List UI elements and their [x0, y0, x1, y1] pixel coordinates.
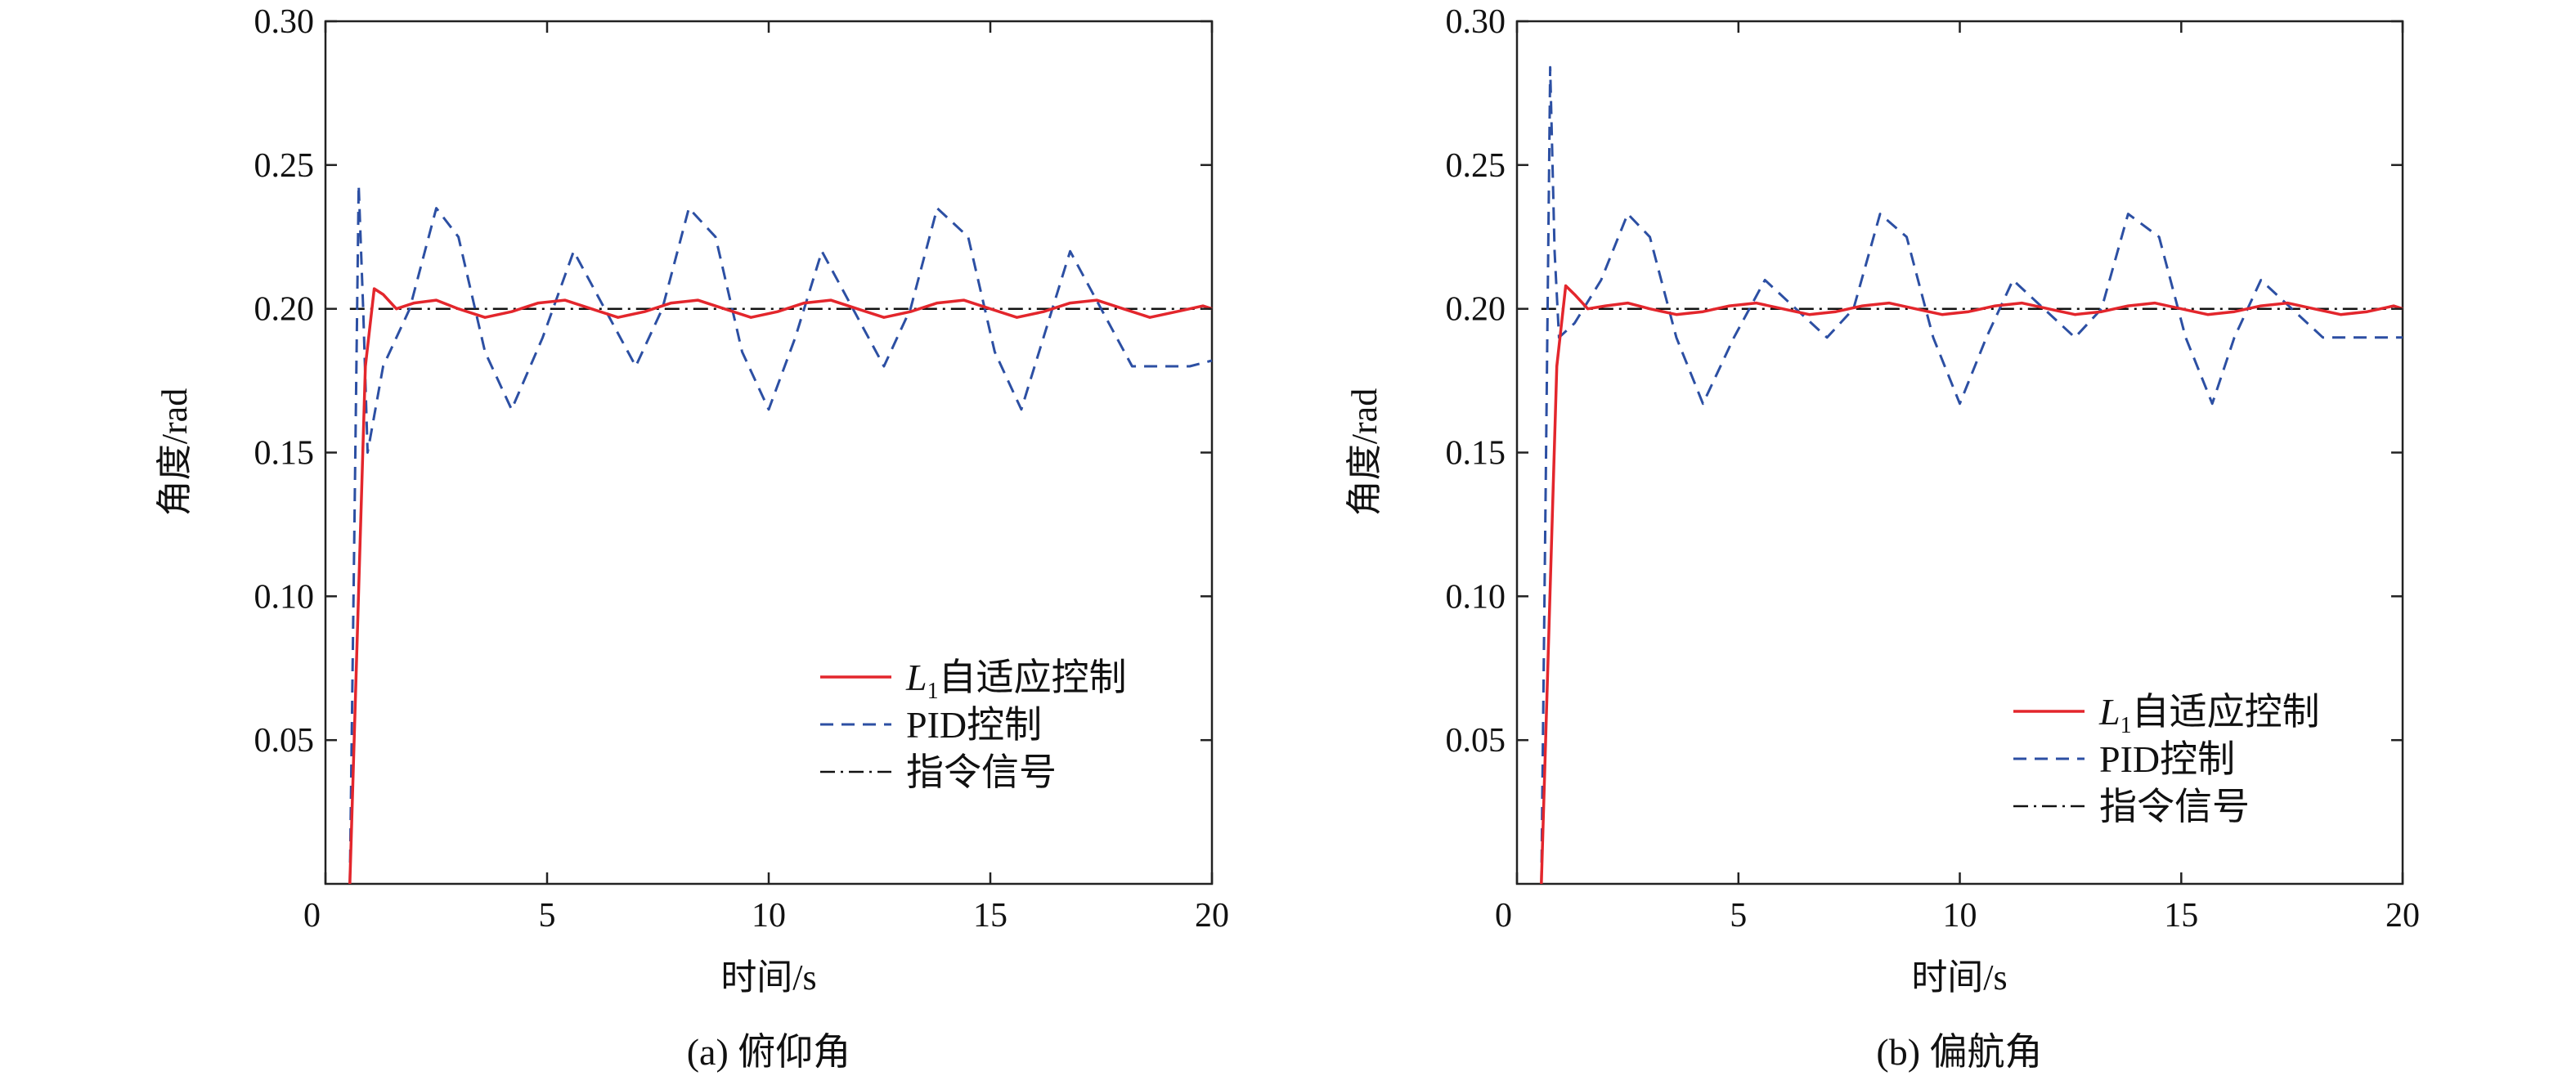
- panel-b-legend-label-pid: PID控制: [2099, 738, 2235, 780]
- panel-a-y-tick-label: 0.10: [254, 578, 315, 616]
- panel-b-legend: L1自适应控制 PID控制 指令信号: [2013, 691, 2320, 827]
- panel-a-legend-label-pid: PID控制: [906, 704, 1042, 746]
- panel-a-x-tick-label: 20: [1195, 897, 1229, 935]
- panel-b-x-tick-label: 0: [1495, 897, 1512, 935]
- panel-b-x-axis-label: 时间/s: [1911, 957, 2007, 998]
- panel-a-x-axis-label: 时间/s: [720, 957, 816, 998]
- panel-b: 0.05 0.10 0.15 0.20 0.25 0.30 0 5 10 15 20 时间/s 角…: [1344, 3, 2420, 1073]
- panel-a-x-tick-label: 15: [973, 897, 1008, 935]
- panel-b-legend-label-cmd: 指令信号: [2099, 786, 2250, 827]
- panel-a-x-tick-label: 5: [539, 897, 556, 935]
- panel-b-caption: (b) 偏航角: [1876, 1031, 2042, 1073]
- panel-a-plot-frame: [324, 20, 1214, 885]
- panel-b-plot-frame: [1515, 20, 2404, 885]
- panel-a: 0.05 0.10 0.15 0.20 0.25 0.30 0 5 10 15 20 时间/s 角…: [155, 3, 1229, 1073]
- panel-b-y-tick-label: 0.25: [1446, 147, 1506, 185]
- panel-a-y-axis-label: 角度/rad: [155, 388, 195, 516]
- panel-a-legend: L1自适应控制 PID控制 指令信号: [820, 657, 1127, 793]
- panel-b-y-ticks: 0.05 0.10 0.15 0.20 0.25 0.30: [1446, 3, 2403, 760]
- panel-a-y-tick-label: 0.30: [254, 3, 315, 41]
- panel-b-series-pid-line: [1540, 65, 2403, 885]
- panel-a-x-tick-label: 10: [752, 897, 786, 935]
- panel-b-x-tick-label: 15: [2164, 897, 2198, 935]
- panel-a-series: [348, 183, 1213, 885]
- panel-a-series-l1-adaptive-line: [348, 287, 1213, 885]
- panel-b-series: [1540, 65, 2403, 885]
- panel-b-series-l1-adaptive-line: [1540, 284, 2403, 885]
- panel-b-y-tick-label: 0.15: [1446, 435, 1506, 473]
- panel-b-x-ticks: 0 5 10 15 20: [1495, 21, 2420, 935]
- panel-a-legend-label-l1: L1自适应控制: [905, 657, 1127, 704]
- panel-a-x-ticks: 0 5 10 15 20: [303, 21, 1229, 935]
- panel-a-x-tick-label: 0: [303, 897, 321, 935]
- panel-b-y-tick-label: 0.20: [1446, 291, 1506, 329]
- panel-a-y-tick-label: 0.05: [254, 722, 315, 760]
- panel-b-y-tick-label: 0.10: [1446, 578, 1506, 616]
- panel-a-y-tick-label: 0.25: [254, 147, 315, 185]
- panel-a-y-tick-label: 0.20: [254, 291, 315, 329]
- panel-a-legend-label-cmd: 指令信号: [906, 751, 1057, 793]
- panel-b-y-tick-label: 0.05: [1446, 722, 1506, 760]
- panel-b-x-tick-label: 5: [1730, 897, 1747, 935]
- panel-a-y-tick-label: 0.15: [254, 435, 315, 473]
- panel-a-y-ticks: 0.05 0.10 0.15 0.20 0.25 0.30: [254, 3, 1212, 760]
- panel-b-legend-label-l1: L1自适应控制: [2098, 691, 2320, 738]
- panel-b-y-axis-label: 角度/rad: [1344, 388, 1384, 516]
- panel-b-y-tick-label: 0.30: [1446, 3, 1506, 41]
- panel-b-x-tick-label: 20: [2385, 897, 2420, 935]
- panel-b-x-tick-label: 10: [1943, 897, 1977, 935]
- panel-a-series-pid-line: [348, 183, 1213, 885]
- panel-a-caption: (a) 俯仰角: [687, 1031, 851, 1073]
